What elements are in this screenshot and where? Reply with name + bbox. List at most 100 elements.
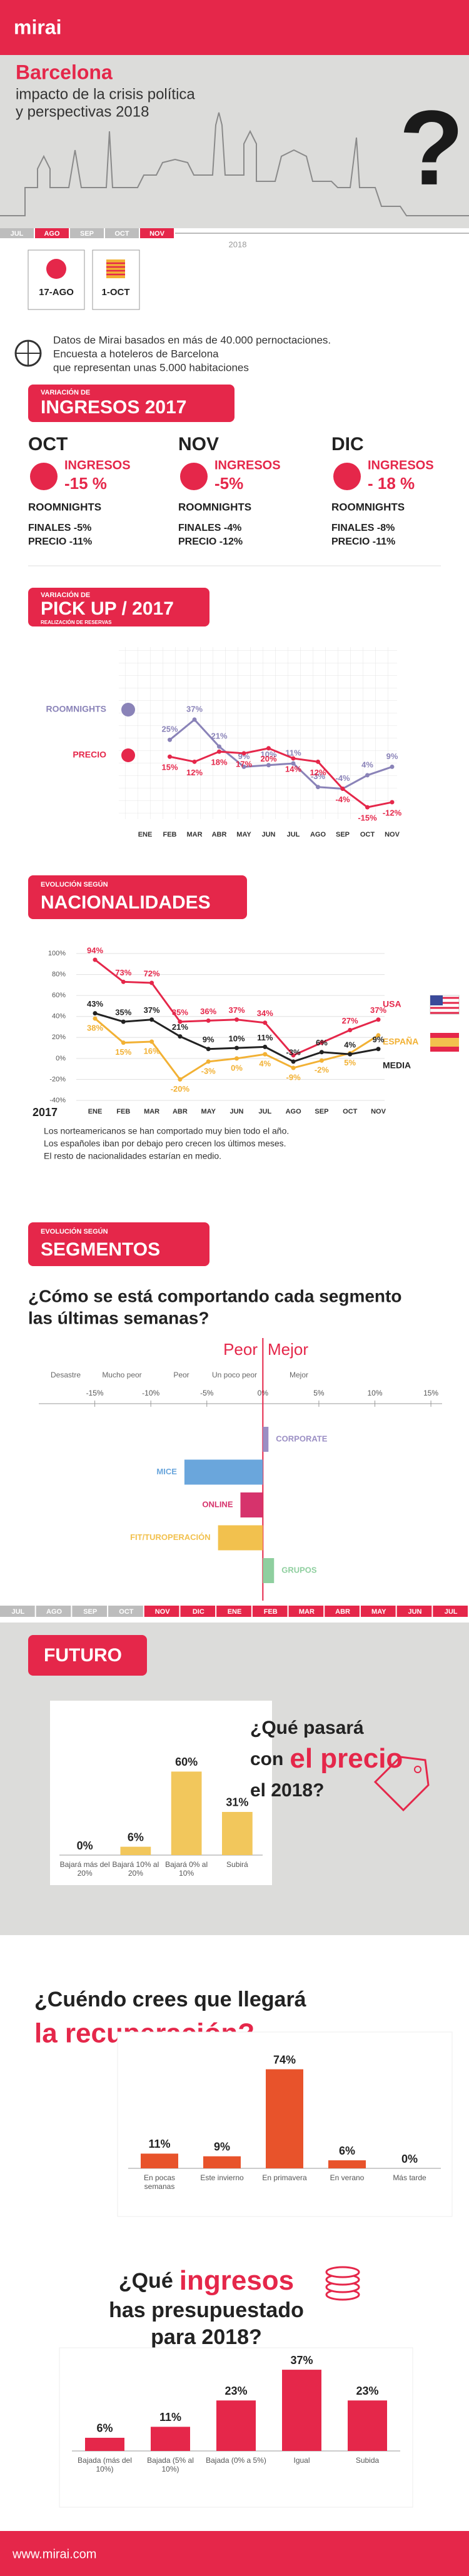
legend-label: ROOMNIGHTS (46, 704, 106, 714)
data-label: 34% (257, 1009, 273, 1018)
x-tick-label: -15% (86, 1389, 104, 1397)
category-label: FIT/TUROPERACIÓN (130, 1532, 211, 1542)
data-label: 4% (259, 1059, 271, 1069)
x-tick-label: Este invierno (200, 2173, 244, 2182)
data-label: 0% (231, 1063, 243, 1072)
strip-seg (360, 1606, 396, 1617)
chart-year: 2017 (33, 1106, 58, 1119)
x-tick-label: ABR (212, 831, 227, 838)
column-precio: PRECIO -11% (331, 536, 395, 547)
timeline-seg (0, 228, 34, 238)
bar (266, 2069, 303, 2168)
point (206, 1018, 211, 1023)
event-date: 17-AGO (39, 287, 74, 298)
timeline-label: NOV (149, 230, 165, 238)
event-box (92, 249, 140, 310)
point (291, 761, 296, 766)
point (390, 800, 395, 805)
strip-seg (252, 1606, 288, 1617)
category-label: GRUPOS (281, 1565, 317, 1574)
x-tick-label: Subirá (226, 1860, 248, 1869)
scale-label: Desastre (51, 1371, 81, 1379)
question-part: con (250, 1749, 283, 1769)
x-tick-label: SEP (336, 831, 350, 838)
data-label: 36% (200, 1007, 216, 1016)
question: para 2018? (151, 2325, 262, 2349)
column-label: INGRESOS (368, 458, 434, 472)
point (93, 1016, 98, 1021)
timeline-seg (70, 228, 104, 238)
banner-heading: PICK UP / 2017 (41, 598, 174, 619)
legend-label: MEDIA (383, 1060, 411, 1070)
question-highlight: ingresos (179, 2265, 294, 2296)
x-tick-label: MAR (144, 1108, 159, 1115)
x-tick-label: En primavera (262, 2173, 307, 2182)
category-label: MICE (156, 1467, 177, 1476)
point (348, 1028, 353, 1033)
note: Los españoles iban por debajo pero crece… (44, 1139, 286, 1149)
point (263, 1044, 268, 1049)
banner-heading: NACIONALIDADES (41, 892, 211, 913)
data-label: 43% (87, 999, 103, 1009)
data-label: 0% (401, 2153, 418, 2165)
event-date: 1-OCT (102, 287, 130, 298)
x-tick-label: -10% (142, 1389, 159, 1397)
x-tick-label: 5% (313, 1389, 325, 1397)
x-tick-label: Bajada (5% al 10%) (147, 2456, 194, 2473)
info-text: Encuesta a hoteleros de Barcelona (53, 348, 219, 360)
x-tick-label: Bajará más del 20% (59, 1860, 110, 1878)
data-label: 18% (211, 758, 227, 767)
bar (141, 2153, 178, 2168)
bar (184, 1459, 263, 1485)
footer-url: www.mirai.com (12, 2547, 96, 2561)
x-tick-label: Subida (355, 2456, 380, 2465)
timeline-label: SEP (80, 230, 94, 238)
strip-label: MAR (299, 1608, 315, 1616)
header-bg (0, 55, 469, 228)
legend-label: ESPAÑA (383, 1036, 418, 1047)
point (266, 763, 271, 768)
column-icon (30, 463, 58, 490)
plot-bg (119, 647, 397, 819)
point (168, 737, 172, 742)
point (291, 1053, 296, 1058)
strip-label: ENE (228, 1608, 242, 1616)
strip-label: DIC (193, 1608, 204, 1616)
x-tick-label: AGO (310, 831, 326, 838)
question: ¿Qué pasará (250, 1718, 364, 1738)
scale-worse: Peor (223, 1340, 258, 1359)
column-icon (333, 463, 361, 490)
event-icon (106, 259, 125, 278)
column-roomnights: ROOMNIGHTS (331, 501, 405, 513)
brand: mirai (14, 16, 61, 38)
question: ¿Cuéndo crees que llegará (34, 1988, 306, 2011)
x-tick-label: Bajará 0% al 10% (165, 1860, 208, 1878)
series-line (169, 718, 393, 790)
x-tick-label: OCT (343, 1108, 358, 1115)
section-banner (28, 385, 234, 422)
scale-label: Peor (173, 1371, 189, 1379)
point (319, 1040, 324, 1045)
data-label: 23% (356, 2385, 378, 2397)
data-label: 35% (115, 1008, 131, 1017)
point (178, 1034, 183, 1039)
note: El resto de nacionalidades estarían en m… (44, 1151, 221, 1161)
scale-label: Mejor (290, 1371, 308, 1379)
strip-label: AGO (46, 1608, 63, 1616)
strip-seg (144, 1606, 179, 1617)
info-icon (16, 341, 41, 366)
timeline-label: OCT (114, 230, 129, 238)
data-label: -3% (201, 1066, 216, 1075)
bar (120, 1846, 151, 1855)
x-tick-label: JUN (261, 831, 275, 838)
data-label: 9% (373, 1035, 385, 1044)
x-tick-label: En verano (330, 2173, 365, 2182)
x-tick-label: Bajada (0% a 5%) (206, 2456, 266, 2465)
bar (240, 1492, 263, 1517)
subtitle: y perspectivas 2018 (16, 103, 149, 120)
x-tick-label: AGO (286, 1108, 302, 1115)
data-label: 21% (211, 732, 227, 741)
data-label: 25% (161, 725, 178, 734)
column-month: OCT (28, 434, 68, 455)
